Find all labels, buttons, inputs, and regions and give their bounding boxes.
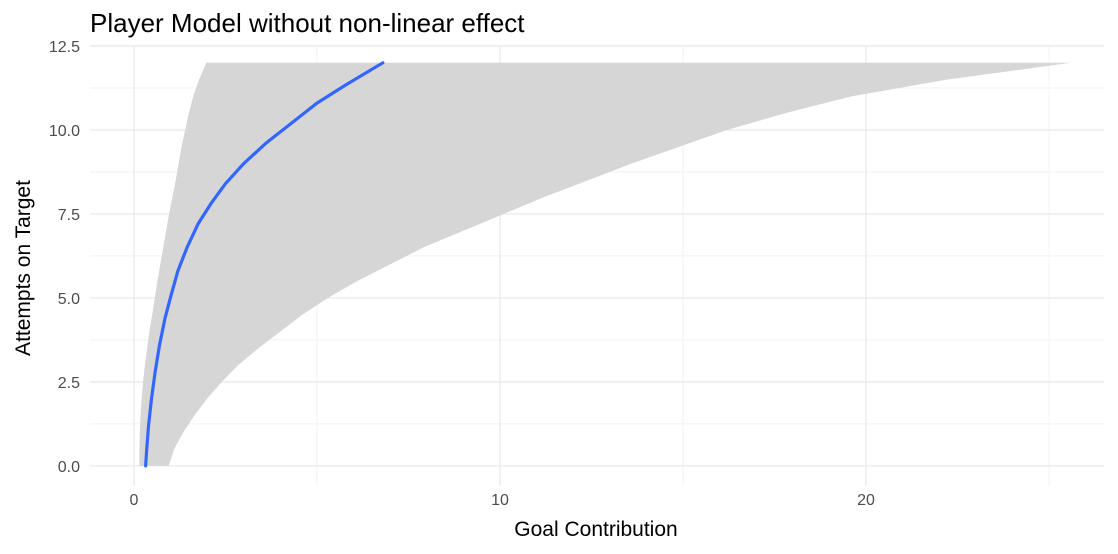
x-tick-labels: 0 10 20 — [129, 492, 875, 509]
y-tick-label: 7.5 — [58, 207, 80, 224]
marks — [139, 61, 1072, 468]
y-tick-label: 0.0 — [58, 459, 80, 476]
x-tick-label: 10 — [491, 492, 509, 509]
y-tick-label: 12.5 — [49, 39, 80, 56]
x-tick-label: 0 — [129, 492, 138, 509]
confidence-ribbon — [139, 62, 1072, 466]
fit-line — [144, 61, 385, 468]
y-tick-label: 2.5 — [58, 375, 80, 392]
x-axis-title: Goal Contribution — [514, 518, 677, 541]
y-tick-label: 10.0 — [49, 123, 80, 140]
x-tick-label: 20 — [857, 492, 875, 509]
y-tick-labels: 0.0 2.5 5.0 7.5 10.0 12.5 — [49, 39, 80, 476]
chart-title: Player Model without non-linear effect — [90, 8, 525, 38]
y-tick-label: 5.0 — [58, 291, 80, 308]
y-axis-title: Attempts on Target — [12, 180, 35, 356]
